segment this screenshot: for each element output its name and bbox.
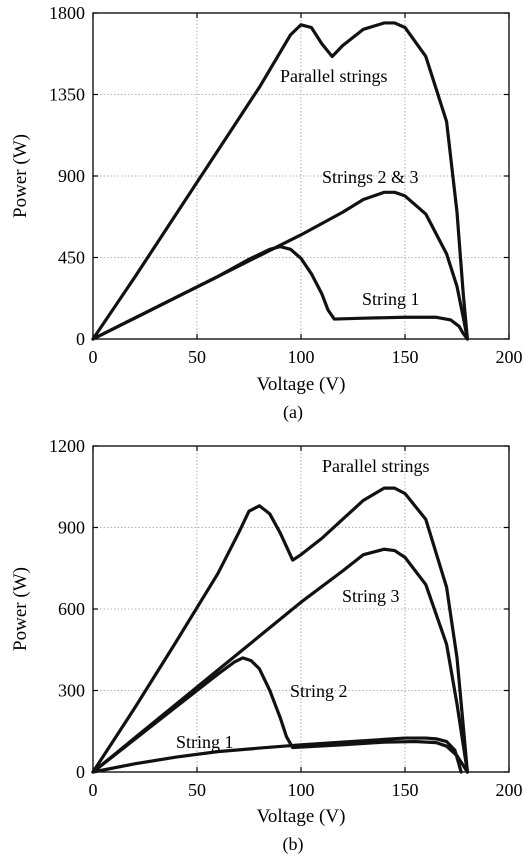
- series-label-strings-2-3: Strings 2 & 3: [322, 167, 419, 187]
- x-tick-label: 100: [288, 347, 315, 367]
- series-line-string-1: [91, 245, 469, 341]
- y-tick-label: 1800: [49, 3, 85, 23]
- series-line-string-3: [91, 547, 469, 774]
- x-axis-label: Voltage (V): [257, 806, 346, 827]
- x-tick-label: 50: [188, 780, 206, 800]
- x-tick-label: 200: [496, 347, 523, 367]
- y-axis-label: Power (W): [10, 134, 31, 218]
- y-tick-label: 0: [76, 329, 85, 349]
- series-line-string-2: [91, 656, 469, 774]
- x-tick-label: 100: [288, 780, 315, 800]
- y-tick-label: 450: [58, 248, 85, 268]
- y-tick-label: 1350: [49, 85, 85, 105]
- series-line-parallel-strings: [91, 21, 469, 341]
- series-label-string-1: String 1: [176, 732, 234, 752]
- panel-b: 0 50 100 150 200 0 300 600 900 1200 Parallel strin…: [10, 436, 523, 855]
- x-tick-label: 0: [89, 780, 98, 800]
- panel-a: 0 50 100 150 200 0 450 900 1350 1800 Parallel stri…: [10, 3, 523, 423]
- x-tick-label: 200: [496, 780, 523, 800]
- series-label-string-2: String 2: [290, 681, 348, 701]
- y-tick-label: 0: [76, 762, 85, 782]
- y-axis-label: Power (W): [10, 567, 31, 651]
- y-tick-label: 1200: [49, 436, 85, 456]
- x-tick-label: 150: [392, 780, 419, 800]
- series-line-parallel-strings: [91, 486, 469, 774]
- y-tick-label: 300: [58, 681, 85, 701]
- y-tick-label: 900: [58, 518, 85, 538]
- series-label-string-1: String 1: [362, 289, 420, 309]
- panel-label: (b): [283, 834, 304, 855]
- x-axis-label: Voltage (V): [257, 374, 346, 395]
- panel-label: (a): [283, 402, 303, 423]
- y-tick-label: 600: [58, 599, 85, 619]
- series-line-string-1: [91, 736, 463, 774]
- x-tick-label: 50: [188, 347, 206, 367]
- series-label-string-3: String 3: [342, 586, 400, 606]
- series-label-parallel-strings: Parallel strings: [322, 456, 429, 476]
- x-tick-label: 150: [392, 347, 419, 367]
- x-tick-label: 0: [89, 347, 98, 367]
- y-tick-label: 900: [58, 166, 85, 186]
- series-label-parallel-strings: Parallel strings: [280, 66, 387, 86]
